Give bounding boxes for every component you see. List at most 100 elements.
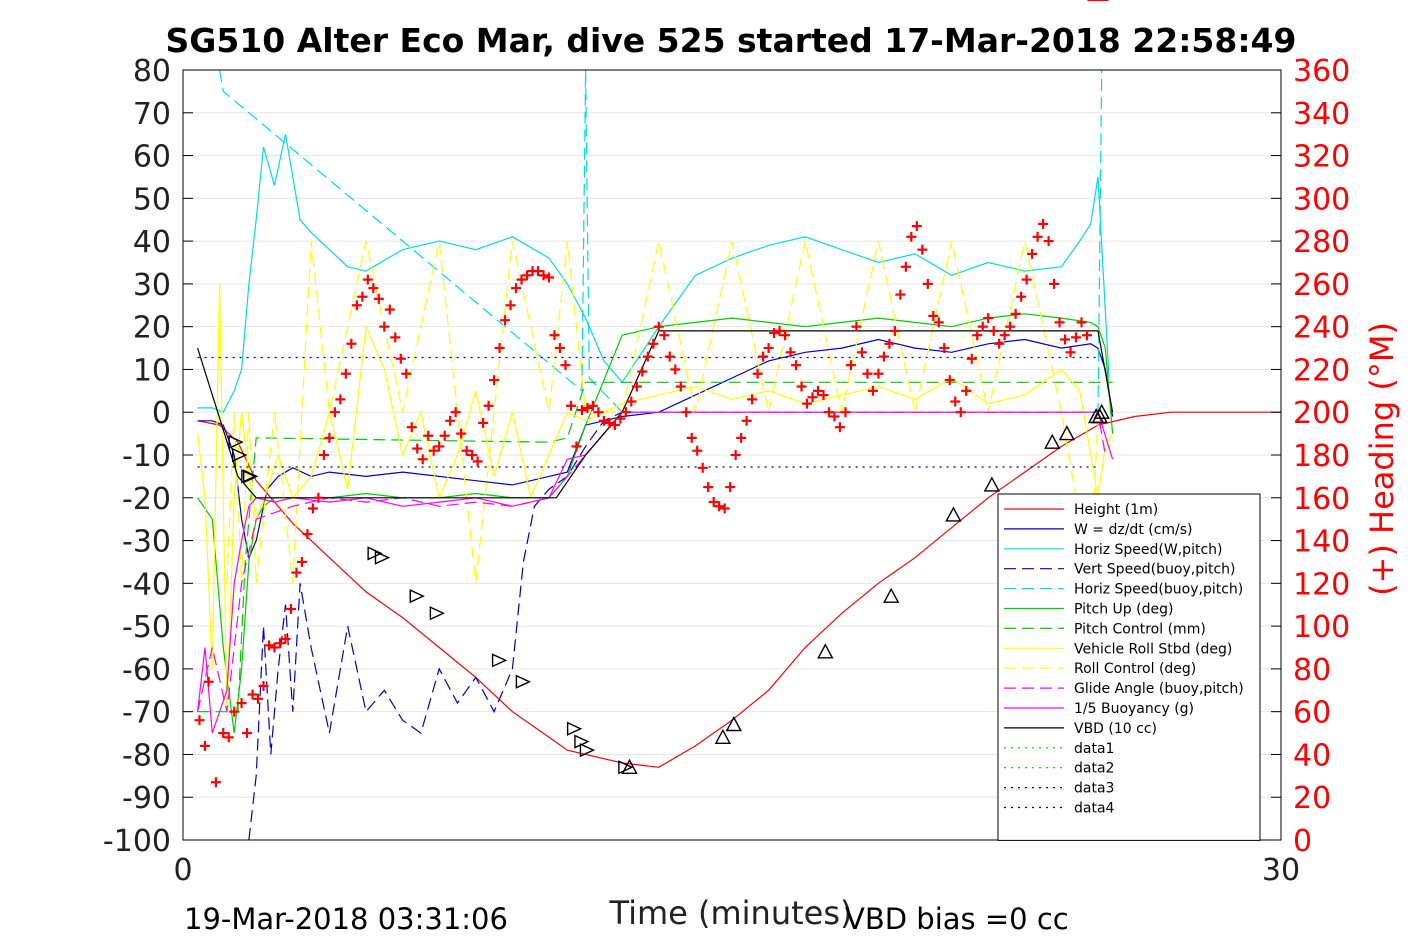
heading-marker (774, 325, 785, 336)
heading-marker (390, 332, 401, 343)
heading-marker (253, 693, 264, 704)
y-tick-label: 40 (133, 225, 171, 260)
right-tick-label: 220 (1293, 353, 1350, 388)
heading-marker (582, 402, 593, 413)
heading-marker (933, 317, 944, 328)
y-tick-label: -100 (103, 824, 171, 859)
heading-marker (280, 633, 291, 644)
heading-marker (258, 681, 269, 691)
y-tick-label: -70 (122, 696, 171, 731)
y-tick-label: 50 (133, 182, 171, 217)
legend-label: data4 (1074, 801, 1115, 817)
y-tick-label: 60 (133, 140, 171, 175)
y-tick-label: 10 (133, 353, 171, 388)
heading-marker (351, 300, 362, 311)
heading-marker (780, 330, 791, 341)
heading-marker (697, 462, 708, 473)
heading-marker (648, 338, 659, 349)
heading-marker (972, 330, 983, 341)
legend-label: Pitch Up (deg) (1074, 602, 1173, 618)
heading-marker (313, 492, 324, 503)
footer-timestamp: 19-Mar-2018 03:31:06 (184, 902, 508, 936)
right-tick-label: 240 (1293, 311, 1350, 346)
heading-marker (445, 415, 456, 426)
heading-marker (906, 231, 917, 242)
x-axis: 0 30 (173, 830, 1300, 888)
heading-marker (736, 432, 747, 443)
heading-marker (686, 432, 697, 443)
heading-marker (565, 400, 576, 411)
heading-marker (395, 353, 406, 364)
heading-marker (725, 482, 736, 493)
heading-marker (554, 343, 565, 354)
heading-marker (730, 450, 741, 460)
heading-marker (708, 497, 719, 508)
heading-marker (999, 330, 1010, 341)
heading-marker (296, 556, 307, 567)
heading-marker (329, 407, 340, 418)
legend-label: Roll Control (deg) (1074, 661, 1196, 677)
heading-marker (549, 330, 560, 341)
right-tick-label: 0 (1293, 824, 1312, 859)
dive-markers (228, 403, 1110, 775)
heading-marker (417, 454, 428, 465)
dive-marker-up (883, 587, 900, 603)
y-tick-label: 30 (133, 268, 171, 303)
y-tick-label: -60 (122, 653, 171, 688)
dive-marker-up (1058, 425, 1076, 441)
heading-marker (1065, 347, 1076, 358)
heading-marker (681, 407, 692, 418)
heading-marker (889, 325, 900, 336)
heading-marker (544, 272, 554, 283)
heading-marker (302, 529, 313, 540)
heading-marker (379, 321, 390, 332)
dive-marker-up (1093, 403, 1110, 419)
series-line-1 (197, 338, 1114, 560)
heading-marker (856, 347, 867, 358)
right-tick-label: 180 (1293, 439, 1350, 474)
series-line-11 (197, 330, 1114, 499)
heading-marker (631, 381, 642, 392)
legend-label: Vert Speed(buoy,pitch) (1074, 562, 1236, 578)
heading-marker (653, 321, 664, 332)
heading-marker (199, 740, 210, 751)
dive-marker-up (817, 643, 834, 659)
heading-marker (834, 422, 845, 433)
heading-marker (922, 278, 933, 289)
heading-marker (1016, 291, 1027, 302)
legend-label: Horiz Speed(W,pitch) (1074, 542, 1222, 558)
heading-marker (829, 411, 840, 422)
heading-marker (741, 415, 752, 426)
dive-marker-down (232, 447, 248, 463)
legend-label: Horiz Speed(buoy,pitch) (1074, 582, 1243, 598)
y-tick-label: -90 (122, 781, 171, 816)
heading-marker (357, 291, 368, 302)
footer-vbd-bias: VBD bias =0 cc (845, 902, 1069, 936)
heading-marker (522, 270, 533, 281)
heading-marker (900, 261, 911, 272)
heading-marker (511, 283, 522, 294)
heading-marker (637, 366, 648, 377)
right-tick-label: 100 (1293, 610, 1350, 645)
dive-marker-up (983, 476, 1001, 492)
heading-marker (1005, 321, 1016, 332)
heading-marker (620, 407, 631, 418)
heading-marker (291, 567, 302, 578)
right-tick-label: 320 (1293, 140, 1350, 175)
legend-label: Glide Angle (buoy,pitch) (1074, 681, 1244, 697)
right-tick-label: 300 (1293, 182, 1350, 217)
heading-marker (813, 385, 824, 396)
heading-marker (223, 732, 234, 743)
heading-marker (285, 604, 296, 614)
right-axis-label: (+) Heading (°M) (1363, 322, 1401, 596)
heading-marker (823, 407, 834, 418)
heading-marker (1021, 274, 1032, 285)
heading-marker (307, 503, 318, 514)
legend-label: VBD (10 cc) (1074, 721, 1157, 737)
heading-marker (807, 392, 818, 403)
dive-marker-down (241, 469, 257, 484)
heading-marker (911, 221, 922, 232)
heading-marker (785, 347, 796, 358)
right-tick-label: 120 (1293, 567, 1350, 602)
heading-marker (362, 274, 373, 285)
